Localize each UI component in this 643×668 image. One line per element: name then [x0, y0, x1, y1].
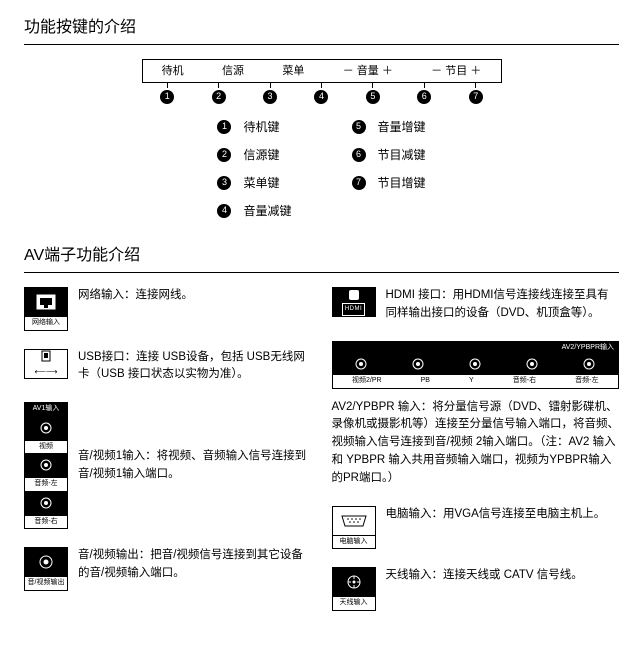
ports-col-right: HDMI HDMI 接口：用HDMI信号连接线连接至具有同样输出接口的设备（DV…: [332, 287, 620, 629]
legend-num-1: 1: [217, 120, 231, 134]
vga-port-label: 电脑输入: [333, 535, 375, 549]
legend-col-right: 5 音量增键 6 节目减键 7 节目增键: [352, 118, 426, 220]
legend-label-6: 节目减键: [378, 146, 426, 164]
legend-col-left: 1 待机键 2 信源键 3 菜单键 4 音量减键: [217, 118, 291, 220]
legend-label-5: 音量增键: [378, 118, 426, 136]
legend-label-7: 节目增键: [378, 174, 426, 192]
ypbpr-port-icon: AV2/YPBPR输入 视频2/PR PB Y 音频-右 音频-左: [332, 341, 620, 389]
panel-numbers: 1 2 3 4 5 6 7: [142, 90, 502, 104]
port-row-hdmi: HDMI HDMI 接口：用HDMI信号连接线连接至具有同样输出接口的设备（DV…: [332, 287, 620, 323]
legend-label-2: 信源键: [243, 146, 279, 164]
av1-port-icon: AV1输入 视频 音频-左 音频-右: [24, 402, 68, 529]
hdmi-port-icon: HDMI: [332, 287, 376, 317]
panel-num-4: 4: [314, 90, 328, 104]
legend-num-3: 3: [217, 176, 231, 190]
legend-label-4: 音量减键: [243, 202, 291, 220]
panel-num-5: 5: [366, 90, 380, 104]
av1-cap-audio-l: 音频-左: [25, 477, 67, 491]
ethernet-port-desc: 网络输入：连接网线。: [78, 287, 312, 305]
avout-port-desc: 音/视频输出：把音/视频信号连接到其它设备的音/视频输入端口。: [78, 547, 312, 583]
hdmi-logo-text: HDMI: [342, 303, 365, 316]
usb-port-icon: ⟵⟶: [24, 349, 68, 379]
button-panel-diagram: 待机 信源 菜单 － 音量 ＋ － 节目 ＋ 1 2 3 4 5 6 7: [142, 59, 502, 104]
legend-item-1: 1 待机键: [217, 118, 291, 136]
port-row-pc: 电脑输入 电脑输入：用VGA信号连接至电脑主机上。: [332, 506, 620, 550]
antenna-port-label: 天线输入: [333, 596, 375, 610]
panel-label-menu: 菜单: [282, 63, 304, 80]
panel-ticks: [142, 82, 502, 88]
panel-label-source: 信源: [222, 63, 244, 80]
panel-num-6: 6: [417, 90, 431, 104]
port-row-avout: 音/视频输出 音/视频输出：把音/视频信号连接到其它设备的音/视频输入端口。: [24, 547, 312, 591]
panel-num-7: 7: [469, 90, 483, 104]
legend-num-5: 5: [352, 120, 366, 134]
button-legend: 1 待机键 2 信源键 3 菜单键 4 音量减键 5 音量增键 6 节目减键 7 节目增键: [24, 118, 619, 220]
av1-cap-audio-r: 音频-右: [25, 515, 67, 529]
port-row-antenna: 天线输入 天线输入：连接天线或 CATV 信号线。: [332, 567, 620, 611]
panel-num-3: 3: [263, 90, 277, 104]
legend-num-6: 6: [352, 148, 366, 162]
legend-item-5: 5 音量增键: [352, 118, 426, 136]
ypbpr-cap-2: Y: [469, 376, 474, 387]
legend-item-4: 4 音量减键: [217, 202, 291, 220]
section-ports-title: AV端子功能介绍: [24, 244, 619, 273]
legend-label-3: 菜单键: [243, 174, 279, 192]
legend-item-6: 6 节目减键: [352, 146, 426, 164]
ypbpr-cap-3: 音频-右: [513, 376, 536, 387]
ypbpr-port-desc: AV2/YPBPR 输入：将分量信号源（DVD、镭射影碟机、录像机或摄影机等）连…: [332, 399, 620, 488]
av1-port-desc: 音/视频1输入：将视频、音频输入信号连接到音/视频1输入端口。: [78, 448, 312, 484]
legend-num-7: 7: [352, 176, 366, 190]
av1-cap-video: 视频: [25, 440, 67, 454]
avout-port-label: 音/视频输出: [25, 576, 67, 590]
vga-port-desc: 电脑输入：用VGA信号连接至电脑主机上。: [386, 506, 620, 524]
legend-item-3: 3 菜单键: [217, 174, 291, 192]
usb-port-desc: USB接口：连接 USB设备，包括 USB无线网卡（USB 接口状态以实物为准）…: [78, 349, 312, 385]
ethernet-port-label: 网络输入: [25, 316, 67, 330]
avout-port-icon: 音/视频输出: [24, 547, 68, 591]
legend-item-7: 7 节目增键: [352, 174, 426, 192]
legend-item-2: 2 信源键: [217, 146, 291, 164]
port-row-network: 网络输入 网络输入：连接网线。: [24, 287, 312, 331]
legend-num-2: 2: [217, 148, 231, 162]
ypbpr-cap-0: 视频2/PR: [352, 376, 382, 387]
port-row-usb: ⟵⟶ USB接口：连接 USB设备，包括 USB无线网卡（USB 接口状态以实物…: [24, 349, 312, 385]
ypbpr-header: AV2/YPBPR输入: [333, 342, 619, 355]
antenna-port-icon: 天线输入: [332, 567, 376, 611]
section-buttons-title: 功能按键的介绍: [24, 16, 619, 45]
antenna-port-desc: 天线输入：连接天线或 CATV 信号线。: [386, 567, 620, 585]
legend-label-1: 待机键: [243, 118, 279, 136]
panel-labels-row: 待机 信源 菜单 － 音量 ＋ － 节目 ＋: [142, 59, 502, 83]
panel-label-standby: 待机: [162, 63, 184, 80]
ports-columns: 网络输入 网络输入：连接网线。 ⟵⟶ USB接口：连接 USB设备，包括 USB…: [24, 287, 619, 629]
panel-label-channel: － 节目 ＋: [431, 63, 481, 80]
port-row-av1: AV1输入 视频 音频-左 音频-右 音/视频1输入：将视频、音频输入信号连接到…: [24, 402, 312, 529]
ethernet-port-icon: 网络输入: [24, 287, 68, 331]
ypbpr-cap-1: PB: [421, 376, 430, 387]
vga-port-icon: 电脑输入: [332, 506, 376, 550]
legend-num-4: 4: [217, 204, 231, 218]
port-row-ypbpr: AV2/YPBPR输入 视频2/PR PB Y 音频-右 音频-左 AV2/YP…: [332, 341, 620, 488]
panel-num-1: 1: [160, 90, 174, 104]
ypbpr-cap-4: 音频-左: [575, 376, 598, 387]
ports-col-left: 网络输入 网络输入：连接网线。 ⟵⟶ USB接口：连接 USB设备，包括 USB…: [24, 287, 312, 629]
panel-label-volume: － 音量 ＋: [343, 63, 393, 80]
panel-num-2: 2: [212, 90, 226, 104]
av1-header: AV1输入: [25, 403, 67, 416]
hdmi-port-desc: HDMI 接口：用HDMI信号连接线连接至具有同样输出接口的设备（DVD、机顶盒…: [386, 287, 620, 323]
